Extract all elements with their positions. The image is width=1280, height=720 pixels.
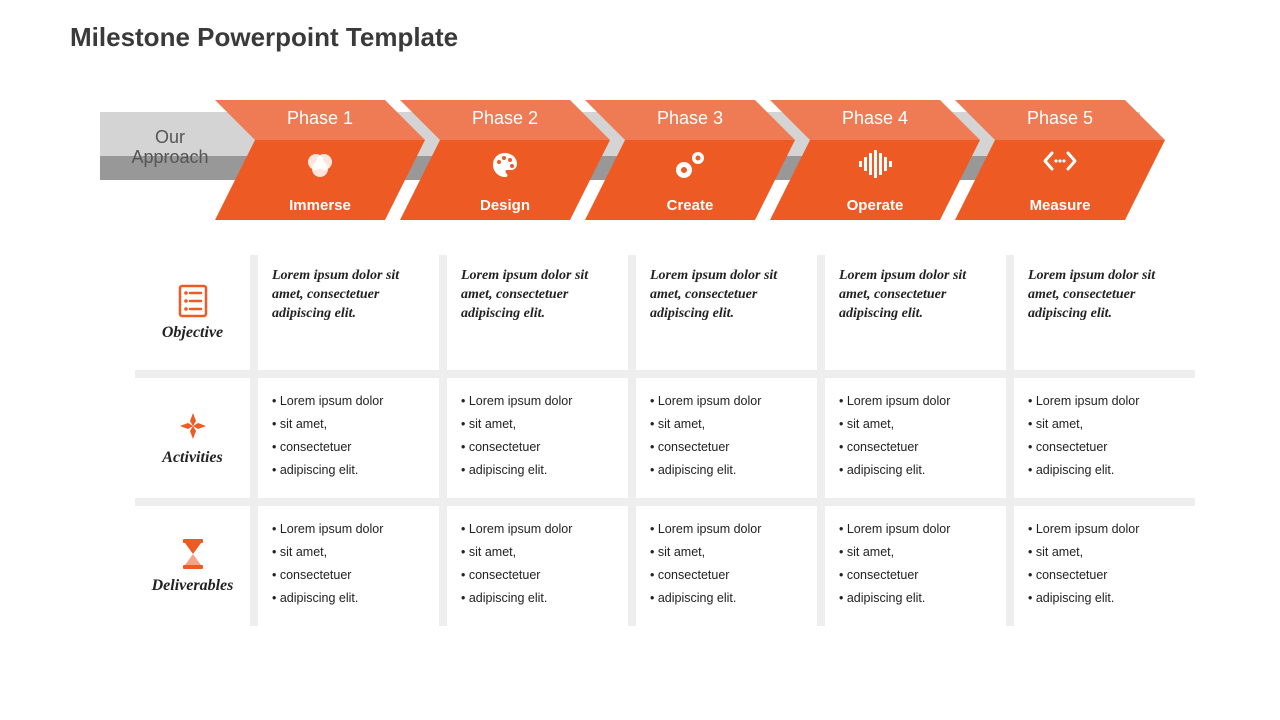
- phase-banner: Our Approach Phase 1 Immerse Phase 2 Des…: [100, 100, 1210, 220]
- approach-line2: Approach: [131, 147, 208, 167]
- objective-text: Lorem ipsum dolor sit amet, consectetuer…: [839, 267, 992, 324]
- phase-name: Measure: [955, 197, 1165, 214]
- phase-label: Phase 3: [585, 108, 795, 129]
- code-icon: [955, 150, 1165, 172]
- bullet-list: Lorem ipsum dolorsit amet,consectetuerad…: [839, 518, 992, 611]
- rowhead-activities: Activities: [135, 378, 250, 498]
- phase-name: Design: [400, 197, 610, 214]
- cell-activities-4: Lorem ipsum dolorsit amet,consectetuerad…: [825, 378, 1006, 498]
- phase-chevron-2: Phase 2 Design: [400, 100, 610, 220]
- phase-label: Phase 5: [955, 108, 1165, 129]
- rowhead-deliverables: Deliverables: [135, 506, 250, 626]
- cell-deliverables-1: Lorem ipsum dolorsit amet,consectetuerad…: [258, 506, 439, 626]
- cell-objective-4: Lorem ipsum dolor sit amet, consectetuer…: [825, 255, 1006, 370]
- objective-text: Lorem ipsum dolor sit amet, consectetuer…: [1028, 267, 1181, 324]
- cell-objective-5: Lorem ipsum dolor sit amet, consectetuer…: [1014, 255, 1195, 370]
- phase-name: Create: [585, 197, 795, 214]
- cell-deliverables-5: Lorem ipsum dolorsit amet,consectetuerad…: [1014, 506, 1195, 626]
- checklist-icon: [176, 284, 210, 318]
- objective-text: Lorem ipsum dolor sit amet, consectetuer…: [272, 267, 425, 324]
- cell-deliverables-3: Lorem ipsum dolorsit amet,consectetuerad…: [636, 506, 817, 626]
- phase-name: Immerse: [215, 197, 425, 214]
- approach-label: Our Approach: [120, 128, 220, 168]
- row-label: Deliverables: [152, 577, 234, 595]
- cell-objective-2: Lorem ipsum dolor sit amet, consectetuer…: [447, 255, 628, 370]
- objective-text: Lorem ipsum dolor sit amet, consectetuer…: [650, 267, 803, 324]
- bullet-list: Lorem ipsum dolorsit amet,consectetuerad…: [650, 390, 803, 483]
- bullet-list: Lorem ipsum dolorsit amet,consectetuerad…: [272, 390, 425, 483]
- bullet-list: Lorem ipsum dolorsit amet,consectetuerad…: [461, 390, 614, 483]
- phase-chevron-1: Phase 1 Immerse: [215, 100, 425, 220]
- cell-activities-2: Lorem ipsum dolorsit amet,consectetuerad…: [447, 378, 628, 498]
- bullet-list: Lorem ipsum dolorsit amet,consectetuerad…: [1028, 518, 1181, 611]
- gears-icon: [585, 150, 795, 180]
- cell-activities-1: Lorem ipsum dolorsit amet,consectetuerad…: [258, 378, 439, 498]
- rowhead-objective: Objective: [135, 255, 250, 370]
- audio-icon: [770, 150, 980, 178]
- phase-chevron-5: Phase 5 Measure: [955, 100, 1165, 220]
- bullet-list: Lorem ipsum dolorsit amet,consectetuerad…: [839, 390, 992, 483]
- phase-chevron-4: Phase 4 Operate: [770, 100, 980, 220]
- bullet-list: Lorem ipsum dolorsit amet,consectetuerad…: [272, 518, 425, 611]
- objective-text: Lorem ipsum dolor sit amet, consectetuer…: [461, 267, 614, 324]
- cell-objective-3: Lorem ipsum dolor sit amet, consectetuer…: [636, 255, 817, 370]
- palette-icon: [400, 150, 610, 180]
- slide-title: Milestone Powerpoint Template: [70, 22, 458, 53]
- phase-chevron-3: Phase 3 Create: [585, 100, 795, 220]
- approach-line1: Our: [155, 127, 185, 147]
- hourglass-icon: [176, 537, 210, 571]
- phase-label: Phase 1: [215, 108, 425, 129]
- venn-icon: [215, 150, 425, 180]
- phase-name: Operate: [770, 197, 980, 214]
- cell-activities-3: Lorem ipsum dolorsit amet,consectetuerad…: [636, 378, 817, 498]
- teamwork-icon: [176, 409, 210, 443]
- cell-activities-5: Lorem ipsum dolorsit amet,consectetuerad…: [1014, 378, 1195, 498]
- phase-label: Phase 2: [400, 108, 610, 129]
- cell-objective-1: Lorem ipsum dolor sit amet, consectetuer…: [258, 255, 439, 370]
- row-label: Activities: [162, 449, 222, 467]
- phase-label: Phase 4: [770, 108, 980, 129]
- cell-deliverables-4: Lorem ipsum dolorsit amet,consectetuerad…: [825, 506, 1006, 626]
- bullet-list: Lorem ipsum dolorsit amet,consectetuerad…: [461, 518, 614, 611]
- row-label: Objective: [162, 324, 223, 342]
- content-grid: Objective Lorem ipsum dolor sit amet, co…: [135, 255, 1195, 626]
- bullet-list: Lorem ipsum dolorsit amet,consectetuerad…: [1028, 390, 1181, 483]
- cell-deliverables-2: Lorem ipsum dolorsit amet,consectetuerad…: [447, 506, 628, 626]
- bullet-list: Lorem ipsum dolorsit amet,consectetuerad…: [650, 518, 803, 611]
